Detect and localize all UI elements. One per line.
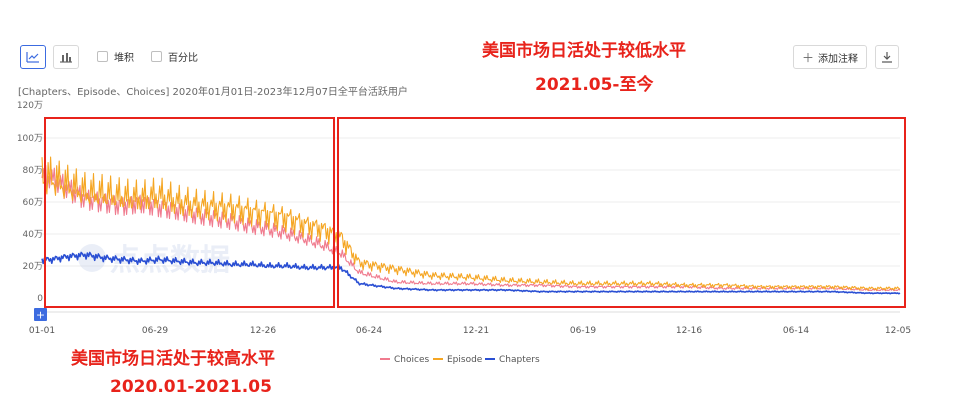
- plus-icon: ＋: [801, 50, 814, 65]
- y-tick-label: 60万: [23, 198, 43, 208]
- percent-checkbox-box[interactable]: [151, 51, 162, 62]
- annotation-top-line1: 美国市场日活处于较低水平: [482, 41, 686, 61]
- line-chart-button[interactable]: [20, 45, 46, 69]
- annotation-box-low: [337, 117, 906, 308]
- legend-label: Episode: [447, 355, 483, 365]
- add-annotation-label: 添加注释: [818, 53, 858, 65]
- stack-checkbox[interactable]: 堆积: [97, 49, 134, 64]
- percent-label: 百分比: [168, 53, 198, 64]
- download-button[interactable]: [875, 45, 899, 69]
- zoom-handle: [34, 308, 47, 321]
- annotation-bottom-line2: 2020.01-2021.05: [110, 377, 272, 397]
- x-tick-label: 06-29: [142, 326, 168, 336]
- y-tick-label: 20万: [23, 262, 43, 272]
- percent-checkbox[interactable]: 百分比: [151, 49, 198, 64]
- x-tick-label: 06-24: [356, 326, 382, 336]
- watermark-logo: [78, 244, 106, 272]
- chart-subtitle: [Chapters、Episode、Choices] 2020年01月01日-2…: [18, 87, 408, 98]
- zoom-handle-plus: +: [36, 309, 45, 322]
- legend-label: Choices: [394, 355, 429, 365]
- x-tick-label: 01-01: [29, 326, 55, 336]
- y-tick-label: 100万: [17, 134, 43, 144]
- legend-label: Chapters: [499, 355, 540, 365]
- stack-checkbox-box[interactable]: [97, 51, 108, 62]
- line-chart-icon: [26, 52, 39, 63]
- y-tick-label: 80万: [23, 166, 43, 176]
- add-annotation-button[interactable]: ＋ 添加注释: [793, 45, 867, 69]
- y-tick-label: 0: [37, 294, 43, 304]
- annotation-top-line2: 2021.05-至今: [535, 75, 654, 95]
- y-tick-label: 40万: [23, 230, 43, 240]
- download-icon: [882, 52, 892, 63]
- x-tick-label: 12-16: [676, 326, 702, 336]
- x-tick-label: 12-26: [250, 326, 276, 336]
- bar-chart-button[interactable]: [53, 45, 79, 69]
- x-tick-label: 12-05: [885, 326, 911, 336]
- y-tick-label: 120万: [17, 101, 43, 111]
- series-line-episode: [41, 156, 901, 291]
- x-tick-label: 06-14: [783, 326, 809, 336]
- annotation-box-high: [44, 117, 335, 308]
- bar-chart-icon: [60, 53, 72, 63]
- x-tick-label: 06-19: [570, 326, 596, 336]
- series-line-chapters: [41, 251, 901, 295]
- stack-label: 堆积: [114, 53, 134, 64]
- annotation-bottom-line1: 美国市场日活处于较高水平: [71, 349, 275, 369]
- x-tick-label: 12-21: [463, 326, 489, 336]
